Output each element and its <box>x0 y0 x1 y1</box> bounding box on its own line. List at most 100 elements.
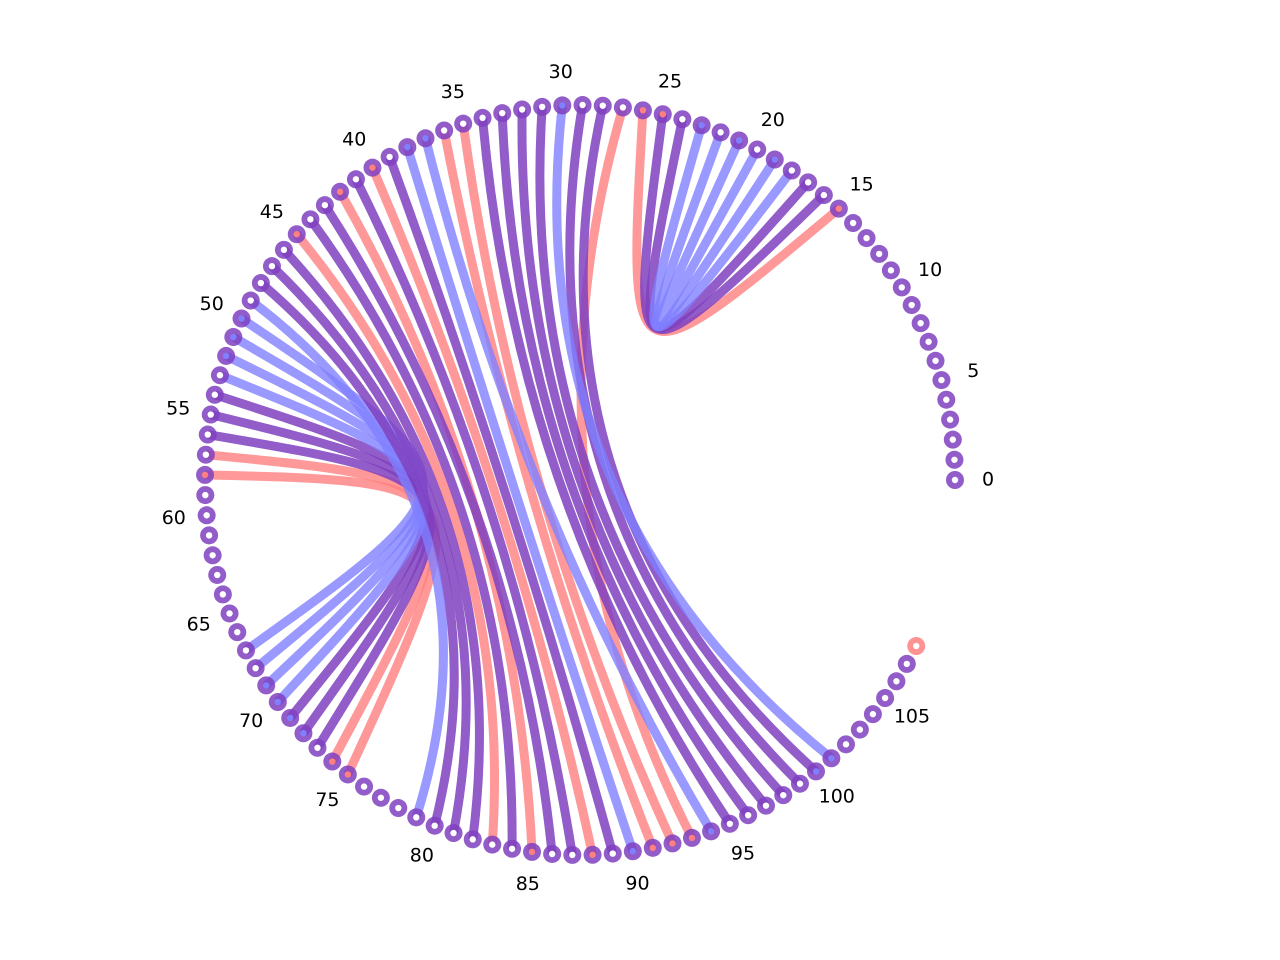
sequence-node-center <box>908 301 915 309</box>
sequence-node-center <box>863 234 870 242</box>
long-arc-30-101 <box>552 104 835 762</box>
sequence-node-center <box>209 552 216 559</box>
long-arc-46-82 <box>280 246 484 840</box>
tick-label: 100 <box>819 786 855 808</box>
long-arc-36-91 <box>439 129 657 850</box>
tick-label: 25 <box>658 71 682 93</box>
sequence-node-center <box>528 848 536 856</box>
long-arc-28-100 <box>578 104 820 775</box>
sequence-node-center <box>707 828 715 835</box>
sequence-node-center <box>639 107 647 114</box>
sequence-node-center <box>599 102 606 109</box>
sequence-node-center <box>828 755 835 762</box>
sequence-node-center <box>949 436 957 443</box>
sequence-node-center <box>300 730 307 737</box>
tick-label: 95 <box>731 843 755 865</box>
long-arc-39-89 <box>385 155 618 855</box>
long-arc-27-93 <box>576 106 696 840</box>
long-arc-49-79 <box>248 296 448 819</box>
sequence-node-center <box>489 841 496 848</box>
sequence-node-center <box>440 127 448 134</box>
sequence-node-center <box>569 851 576 859</box>
tick-label: 65 <box>187 614 211 636</box>
sequence-node-center <box>917 319 924 327</box>
sequence-node-center <box>293 231 300 238</box>
sequence-node-center <box>242 647 250 654</box>
sequence-node-center <box>222 352 230 360</box>
sequence-node-center <box>238 315 245 322</box>
sequence-node-center <box>609 850 616 857</box>
sequence-node-center <box>207 411 214 418</box>
long-arc-37-94 <box>421 137 715 834</box>
long-arc-38-90 <box>403 145 638 853</box>
tick-label: 20 <box>761 109 785 131</box>
sequence-node-center <box>943 396 950 403</box>
sequence-node-center <box>386 153 393 161</box>
sequence-node-center <box>216 371 224 379</box>
sequence-node-center <box>659 111 666 118</box>
sequence-node-center <box>450 829 457 837</box>
sequence-node-center <box>226 610 233 617</box>
tick-label: 55 <box>166 397 190 419</box>
sequence-node-center <box>257 279 265 287</box>
sequence-node-center <box>938 376 945 384</box>
tick-label: 80 <box>410 845 434 867</box>
sequence-node-center <box>869 710 877 718</box>
long-arc-44-84 <box>306 216 517 849</box>
sequence-node-center <box>726 820 734 827</box>
sequence-node-center <box>820 191 828 199</box>
long-arc-31-98 <box>535 106 787 799</box>
tick-label: 10 <box>918 259 942 281</box>
sequence-node-center <box>951 456 958 463</box>
long-arc-41-87 <box>351 177 577 856</box>
tick-label: 0 <box>982 469 994 491</box>
sequence-node-center <box>280 246 288 254</box>
sequence-node-center <box>369 164 376 171</box>
tick-label: 85 <box>516 873 540 895</box>
sequence-node-center <box>404 143 411 151</box>
sequence-node-center <box>431 822 438 829</box>
sequence-node-center <box>219 591 227 598</box>
sequence-node-center <box>717 129 724 136</box>
sequence-node-center <box>875 250 883 258</box>
tick-label: 40 <box>342 129 366 151</box>
sequence-node-center <box>804 179 812 186</box>
sequence-node-center <box>796 780 804 787</box>
sequence-node-center <box>263 682 270 689</box>
sequence-node-center <box>336 188 344 196</box>
sequence-node-center <box>314 744 321 751</box>
sequence-node-center <box>903 660 911 668</box>
sequence-node-center <box>679 116 686 123</box>
sequence-node-center <box>629 848 637 855</box>
sequence-node-center <box>932 357 939 364</box>
sequence-node-center <box>669 840 676 847</box>
tick-labels-layer: 0 5 10 15 20 25 30 35 40 45 50 55 60 65 70 75 80 85 90 95 10… <box>162 61 994 895</box>
sequence-node-center <box>579 101 586 109</box>
long-arc-29-99 <box>565 104 804 787</box>
sequence-node-center <box>649 844 656 852</box>
sequence-node-center <box>812 768 820 775</box>
sequence-node-center <box>898 284 905 291</box>
sequence-node-center <box>203 512 210 519</box>
tick-label: 70 <box>239 710 263 732</box>
sequence-node-center <box>951 476 959 484</box>
sequence-node-center <box>589 851 596 858</box>
sequence-node-center <box>469 836 476 843</box>
sequence-node-center <box>202 491 209 499</box>
long-arc-43-86 <box>321 202 557 855</box>
sequence-node-center <box>247 297 254 304</box>
sequence-node-center <box>913 642 920 650</box>
sequence-node-center <box>780 791 787 799</box>
sequence-node-center <box>422 135 429 142</box>
long-arc-45-83 <box>293 231 499 845</box>
sequence-node-center <box>268 262 276 270</box>
nodes-layer <box>196 96 964 864</box>
sequence-node-center <box>518 106 526 113</box>
sequence-node-center <box>881 694 889 702</box>
tick-label: 30 <box>549 61 573 83</box>
tick-label: 45 <box>260 201 284 223</box>
tick-label: 105 <box>894 706 930 728</box>
sequence-node-center <box>230 333 237 341</box>
tick-label: 15 <box>850 173 874 195</box>
sequence-node-center <box>698 122 705 129</box>
